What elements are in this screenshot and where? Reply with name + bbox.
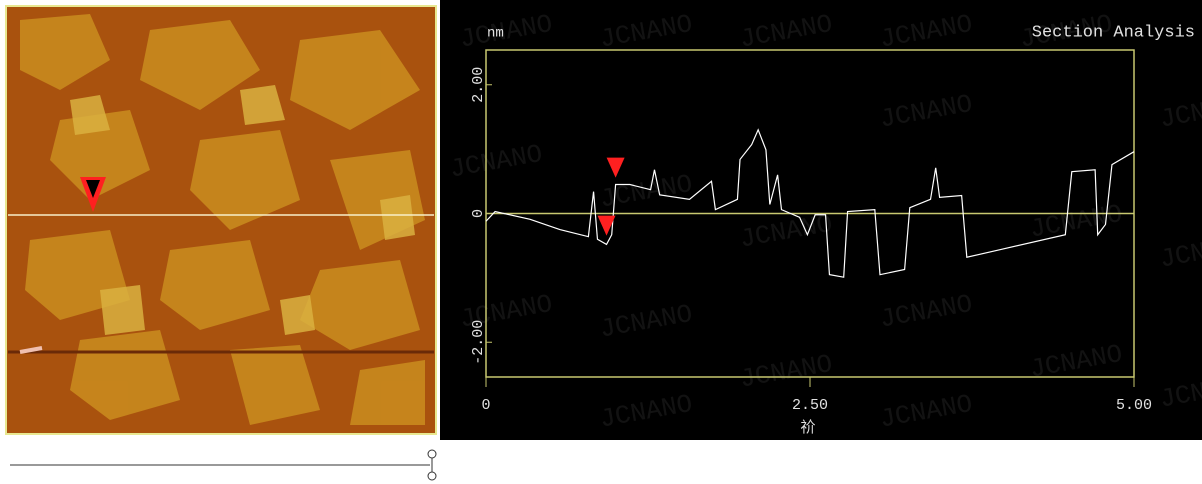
x-tick-label: 5.00 [1116,397,1152,414]
x-tick-label: 0 [481,397,490,414]
y-tick-label: -2.00 [470,320,487,365]
slider [10,449,437,481]
afm-image [5,5,437,435]
y-tick-label: 0 [470,209,487,218]
chart-title: Section Analysis [1032,23,1195,42]
y-axis-label: nm [487,26,504,42]
x-tick-label: 2.50 [792,397,828,414]
y-tick-label: 2.00 [470,67,487,103]
profile-line [485,128,1135,278]
cursor-marker [597,215,616,236]
x-axis-label: 祄 [800,418,815,437]
cursor-marker [606,157,625,178]
chart-background [440,0,1202,440]
